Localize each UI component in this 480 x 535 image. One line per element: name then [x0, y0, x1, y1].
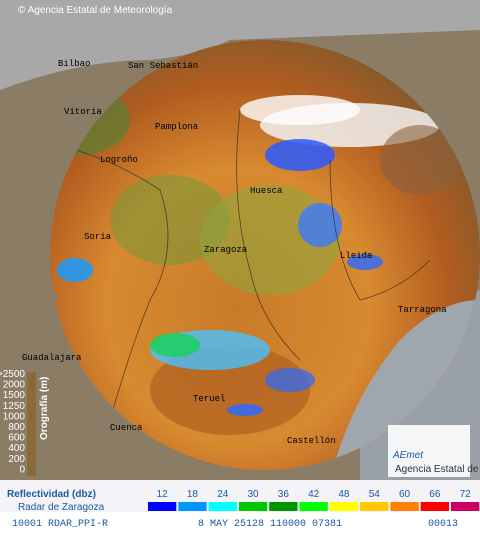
reflectivity-swatch	[238, 502, 268, 511]
city: Teruel	[193, 394, 225, 404]
borders	[50, 109, 431, 421]
reflectivity-swatch	[208, 502, 237, 511]
echoes	[50, 139, 383, 416]
reflectivity-swatch	[299, 502, 328, 511]
city: San Sebastián	[128, 61, 198, 71]
altitude-label: >2500	[0, 369, 25, 380]
reflectivity-label: 24	[217, 489, 229, 500]
reflectivity-swatch	[178, 502, 207, 511]
altitude-label: 400	[8, 443, 25, 454]
reflectivity-label: 42	[308, 489, 320, 500]
logo: AEmet Agencia Estatal de Meteorología	[388, 425, 480, 477]
reflectivity-label: 60	[399, 489, 411, 500]
reflectivity-swatch	[269, 502, 298, 511]
reflectivity-swatch	[420, 502, 449, 511]
reflectivity-swatch	[390, 502, 419, 511]
city: Logroño	[100, 155, 138, 165]
footer-product: 10001 RDAR_PPI-R	[12, 519, 108, 530]
reflectivity-label: 66	[429, 489, 441, 500]
footer-date: 8 MAY 25128 110000 07381	[198, 519, 342, 530]
copyright: © Agencia Estatal de Meteorología	[18, 5, 173, 16]
reflectivity-label: 54	[369, 489, 381, 500]
city: Soria	[84, 232, 112, 242]
city: Pamplona	[155, 122, 199, 132]
altitude-label: 800	[8, 422, 25, 433]
reflectivity-label: 36	[278, 489, 290, 500]
logo-subtitle: Agencia Estatal de Meteorología	[395, 464, 480, 475]
altitude-title: Orografía (m)	[39, 377, 50, 440]
city: Lleida	[340, 251, 373, 261]
city: Vitoria	[64, 107, 102, 117]
city: Bilbao	[58, 59, 90, 69]
reflectivity-label: 48	[338, 489, 350, 500]
altitude-label: 1000	[3, 411, 26, 422]
reflectivity-label: 72	[460, 489, 472, 500]
reflectivity-label: 30	[247, 489, 259, 500]
reflectivity-label: 18	[187, 489, 199, 500]
altitude-legend: Orografía (m) >2500200015001250100080060…	[0, 369, 50, 476]
altitude-label: 2000	[3, 380, 26, 391]
city-labels: Bilbao San Sebastián Vitoria Pamplona Lo…	[22, 59, 447, 446]
altitude-label: 600	[8, 433, 25, 444]
radar-name: Radar de Zaragoza	[18, 502, 105, 513]
city: Guadalajara	[22, 353, 82, 363]
altitude-label: 0	[19, 464, 25, 475]
legend-title: Reflectividad (dbz)	[7, 489, 96, 500]
altitude-label: 1250	[3, 401, 26, 412]
city: Tarragona	[398, 305, 447, 315]
city: Cuenca	[110, 423, 143, 433]
altitude-bar	[27, 372, 36, 476]
logo-name: AEmet	[392, 450, 424, 461]
reflectivity-label: 12	[157, 489, 169, 500]
altitude-label: 1500	[3, 390, 26, 401]
city: Zaragoza	[204, 245, 248, 255]
city: Huesca	[250, 186, 283, 196]
reflectivity-swatch	[329, 502, 359, 511]
reflectivity-swatch	[451, 502, 480, 511]
city: Castellón	[287, 436, 336, 446]
footer-code: 00013	[428, 519, 458, 530]
altitude-label: 200	[8, 454, 25, 465]
reflectivity-swatch	[148, 502, 177, 511]
reflectivity-swatch	[360, 502, 389, 511]
map: © Agencia Estatal de Meteorología Bilbao…	[0, 0, 480, 480]
